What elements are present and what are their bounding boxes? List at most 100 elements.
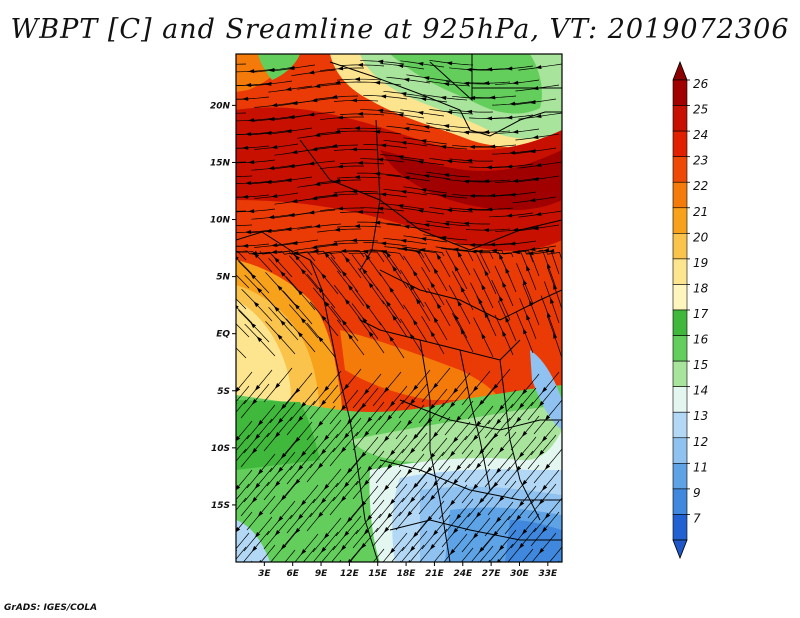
streamline-arrow <box>541 435 548 442</box>
streamline <box>236 175 253 177</box>
streamline-arrow <box>420 97 427 102</box>
colorbar-label: 7 <box>693 511 701 525</box>
colorbar-segment <box>672 309 688 336</box>
streamline <box>236 385 250 403</box>
streamline-arrow <box>236 386 241 393</box>
streamline-arrow <box>400 140 407 145</box>
streamline-arrow <box>506 115 513 120</box>
streamline-arrow <box>455 513 462 520</box>
streamline-arrow <box>492 432 499 439</box>
streamline-arrow <box>409 496 416 503</box>
streamline-arrow <box>498 544 505 551</box>
streamline-arrow <box>388 286 395 293</box>
streamline-arrow <box>360 402 367 409</box>
streamline-arrow <box>276 333 283 340</box>
streamline-arrow <box>518 542 525 549</box>
streamline-arrow <box>521 528 528 535</box>
streamline-arrow <box>483 130 490 135</box>
streamline-arrow <box>331 143 338 148</box>
streamline-arrow <box>257 510 264 517</box>
streamline <box>236 347 247 359</box>
streamline-arrow <box>294 254 300 261</box>
streamline-arrow <box>452 387 459 394</box>
lon-tick-label: 30E <box>510 569 530 579</box>
streamline-arrow <box>308 161 315 166</box>
colorbar-top-arrow <box>672 60 688 81</box>
lat-tick-label: 5S <box>217 387 230 397</box>
streamline-arrow <box>490 248 497 253</box>
plot-title: WBPT [C] and Sreamline at 925hPa, VT: 20… <box>10 14 790 45</box>
streamline-arrow <box>502 281 507 288</box>
streamline-arrow <box>529 100 536 105</box>
streamline-arrow <box>412 319 418 326</box>
streamline-arrow <box>412 384 419 391</box>
streamline-arrow <box>496 558 502 562</box>
streamline-arrow <box>495 418 502 425</box>
streamline-arrow <box>492 530 499 537</box>
streamline-arrow <box>343 530 350 537</box>
colorbar-label: 24 <box>693 128 708 142</box>
streamline-arrow <box>532 135 539 140</box>
streamline-arrow <box>446 159 453 164</box>
lat-tick-label: 10S <box>211 444 230 454</box>
streamline-arrow <box>498 404 505 411</box>
streamline-arrow <box>324 251 330 258</box>
streamline-arrow <box>456 563 461 569</box>
streamline-arrow <box>354 77 361 82</box>
streamline <box>236 323 250 338</box>
streamline-arrow <box>417 160 424 165</box>
streamline-arrow <box>297 415 304 422</box>
streamline-arrow <box>317 287 324 293</box>
streamline-arrow <box>409 333 415 340</box>
streamline-arrow <box>541 484 548 491</box>
streamline-arrow <box>406 510 413 517</box>
streamline-arrow <box>368 330 374 338</box>
streamline-arrow <box>426 515 433 522</box>
streamline-arrow <box>374 129 381 134</box>
streamline-arrow <box>346 467 353 474</box>
streamline-arrow <box>291 149 298 154</box>
streamline-arrow <box>472 483 479 490</box>
streamline-arrow <box>219 62 225 66</box>
streamline-arrow <box>317 420 324 427</box>
wbpt-field <box>236 54 562 562</box>
colorbar-bottom-arrow <box>672 539 688 560</box>
streamline-arrow <box>483 81 490 86</box>
streamline-arrow <box>457 300 462 307</box>
streamline-arrow <box>357 160 364 165</box>
streamline-arrow <box>475 511 482 518</box>
streamline-arrow <box>543 247 550 252</box>
streamline-arrow <box>483 228 490 233</box>
streamline <box>461 547 474 562</box>
streamline-arrow <box>553 283 558 290</box>
streamline-arrow <box>429 543 436 550</box>
streamline-arrow <box>403 126 410 131</box>
streamline-arrow <box>285 227 292 232</box>
streamline-arrow <box>521 430 528 437</box>
streamline <box>512 250 540 277</box>
streamline-arrow <box>280 319 286 326</box>
streamline-arrow <box>294 478 301 485</box>
streamline-arrow <box>300 499 307 506</box>
streamline-arrow <box>251 496 258 503</box>
streamline-arrow <box>242 194 249 199</box>
streamline <box>236 274 250 289</box>
streamline-arrow <box>512 129 519 134</box>
streamline-arrow <box>495 516 502 523</box>
streamline <box>531 250 560 275</box>
streamline-arrow <box>337 66 344 71</box>
streamline-arrow <box>486 207 493 212</box>
streamline-arrow <box>377 157 384 162</box>
lat-tick-label: 15N <box>210 158 231 168</box>
lat-tick-label: 15S <box>211 501 230 511</box>
streamline-arrow <box>518 500 525 507</box>
streamline-arrow <box>388 335 395 342</box>
streamline-arrow <box>366 465 373 472</box>
streamline-arrow <box>365 303 371 310</box>
streamline-arrow <box>475 462 482 469</box>
streamline-arrow <box>374 171 381 176</box>
streamline-arrow <box>354 175 361 180</box>
streamline-arrow <box>248 209 255 214</box>
streamline-arrow <box>253 252 260 259</box>
streamline-arrow <box>389 498 396 505</box>
